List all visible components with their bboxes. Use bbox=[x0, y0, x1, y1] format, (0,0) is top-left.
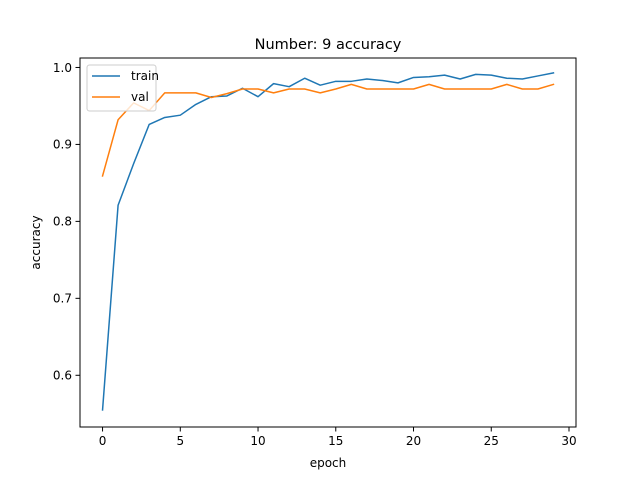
x-axis-label: epoch bbox=[310, 456, 347, 470]
plot-frame bbox=[79, 57, 577, 428]
legend-label-train: train bbox=[131, 69, 159, 83]
series-line-val bbox=[101, 83, 555, 177]
legend: train val bbox=[86, 64, 159, 112]
y-axis: 0.6 0.7 0.8 0.9 1.0 bbox=[53, 61, 80, 383]
legend-label-val: val bbox=[131, 90, 149, 104]
y-tick-label-3: 0.9 bbox=[53, 138, 72, 152]
y-tick-label-1: 0.7 bbox=[53, 292, 72, 306]
y-axis-label: accuracy bbox=[29, 215, 43, 269]
chart-title: Number: 9 accuracy bbox=[255, 37, 402, 53]
y-tick-label-2: 0.8 bbox=[53, 215, 72, 229]
y-tick-label-4: 1.0 bbox=[53, 61, 72, 75]
x-tick-label-20: 20 bbox=[406, 434, 421, 448]
x-tick-label-25: 25 bbox=[484, 434, 499, 448]
x-axis: 0 5 10 15 20 25 30 bbox=[99, 427, 577, 448]
x-tick-label-10: 10 bbox=[250, 434, 265, 448]
x-tick-label-5: 5 bbox=[176, 434, 184, 448]
x-tick-label-15: 15 bbox=[328, 434, 343, 448]
y-tick-label-0: 0.6 bbox=[53, 369, 72, 383]
series-line-train bbox=[101, 71, 555, 411]
x-tick-label-0: 0 bbox=[99, 434, 107, 448]
plot-area bbox=[79, 57, 577, 428]
x-tick-label-30: 30 bbox=[561, 434, 576, 448]
series-layer bbox=[101, 71, 555, 411]
